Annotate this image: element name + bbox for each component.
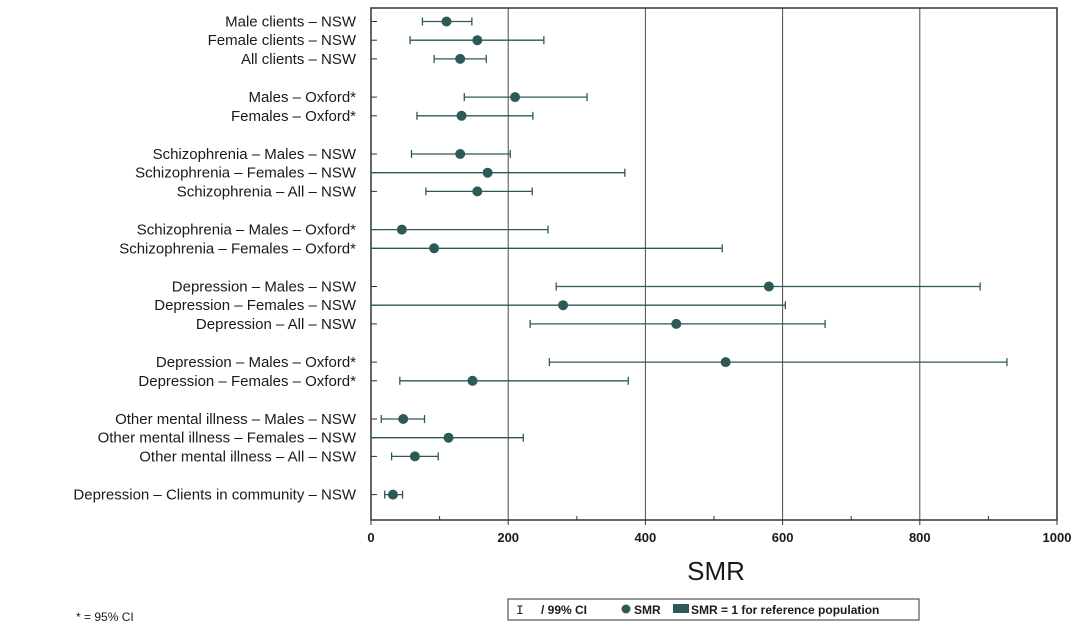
x-axis-ticks: 0 200 400 600 800 1000: [367, 516, 1071, 545]
category-label: Schizophrenia – Females – Oxford*: [119, 240, 356, 257]
category-label: Other mental illness – All – NSW: [139, 448, 357, 465]
smr-point: [455, 53, 466, 64]
category-label: Depression – Females – Oxford*: [138, 373, 356, 390]
x-tick-label: 1000: [1043, 530, 1072, 545]
smr-point: [456, 110, 467, 121]
x-axis-title: SMR: [687, 556, 745, 586]
category-label: Males – Oxford*: [248, 89, 356, 106]
smr-point: [398, 414, 409, 424]
x-tick-label: 800: [909, 530, 931, 545]
smr-point: [482, 167, 493, 178]
category-label: Other mental illness – Females – NSW: [98, 430, 357, 447]
x-tick-label: 0: [367, 530, 374, 545]
x-tick-label: 600: [772, 530, 794, 545]
smr-point: [472, 186, 483, 197]
legend-reference-swatch-icon: [673, 604, 689, 613]
category-label: Female clients – NSW: [208, 32, 357, 49]
category-label: Depression – All – NSW: [196, 316, 357, 333]
category-label: Schizophrenia – Males – NSW: [153, 146, 357, 163]
category-label: Depression – Males – Oxford*: [156, 354, 356, 371]
legend-ci-icon: I: [516, 603, 524, 618]
x-tick-label: 400: [635, 530, 657, 545]
smr-point: [720, 357, 731, 368]
smr-point: [467, 375, 478, 386]
smr-point: [558, 300, 569, 311]
smr-point: [429, 243, 440, 254]
smr-point: [409, 451, 420, 462]
legend-ci-label: / 99% CI: [541, 603, 587, 617]
smr-point: [396, 224, 407, 235]
category-label: Depression – Clients in community – NSW: [73, 487, 356, 504]
smr-point: [671, 318, 682, 329]
smr-point: [455, 149, 466, 159]
legend-reference-label: SMR = 1 for reference population: [691, 603, 879, 617]
legend: I / 99% CI SMR SMR = 1 for reference pop…: [507, 598, 920, 621]
footnote: * = 95% CI: [76, 610, 134, 624]
smr-point: [443, 432, 454, 443]
category-label: Schizophrenia – Females – NSW: [135, 165, 357, 182]
legend-smr-label: SMR: [634, 603, 661, 617]
category-label: Depression – Males – NSW: [172, 279, 357, 296]
y-axis-ticks: [371, 21, 377, 496]
smr-point: [763, 281, 774, 292]
gridlines: [507, 8, 921, 520]
smr-point: [387, 489, 398, 500]
category-label: Females – Oxford*: [231, 108, 356, 125]
smr-point: [441, 16, 452, 27]
data-series: [370, 16, 1008, 500]
category-label: Other mental illness – Males – NSW: [115, 411, 357, 428]
category-label: Schizophrenia – Males – Oxford*: [137, 222, 356, 239]
legend-smr-marker-icon: [621, 604, 631, 614]
legend-box: [507, 598, 920, 621]
category-label: Schizophrenia – All – NSW: [177, 183, 357, 200]
category-label: Male clients – NSW: [225, 14, 357, 31]
smr-point: [510, 92, 521, 103]
x-tick-label: 200: [497, 530, 519, 545]
smr-point: [472, 35, 483, 46]
category-label: All clients – NSW: [241, 51, 357, 68]
category-label: Depression – Females – NSW: [154, 297, 357, 314]
plot-frame: [370, 7, 1058, 521]
